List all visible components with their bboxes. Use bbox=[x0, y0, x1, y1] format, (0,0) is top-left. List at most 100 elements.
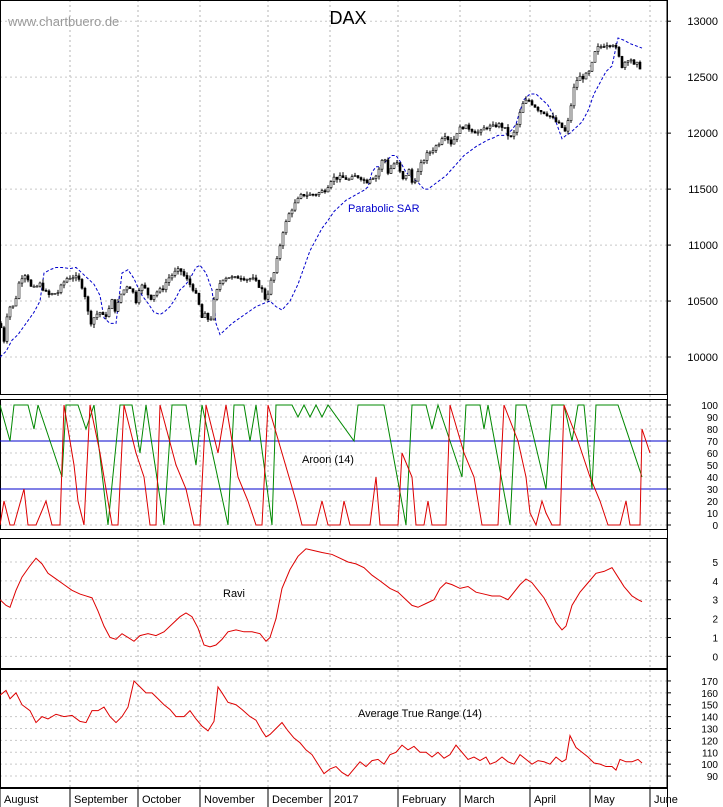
candle-body bbox=[518, 112, 522, 125]
candle-body bbox=[44, 290, 48, 292]
candle-body bbox=[524, 99, 528, 104]
y-tick-label: 140 bbox=[701, 713, 718, 724]
candle-body bbox=[332, 176, 336, 182]
candle-body bbox=[287, 213, 291, 222]
candle-body bbox=[527, 99, 531, 102]
candle-body bbox=[503, 127, 507, 129]
candle-body bbox=[290, 209, 294, 215]
candle-body bbox=[587, 70, 591, 74]
candle-body bbox=[515, 124, 519, 133]
candle-body bbox=[629, 59, 633, 62]
candle-body bbox=[8, 306, 12, 318]
candle-body bbox=[230, 276, 234, 279]
candle-body bbox=[479, 129, 483, 133]
candle-body bbox=[341, 175, 345, 178]
candle-body bbox=[329, 181, 333, 188]
candle-body bbox=[173, 270, 177, 276]
series-line-3-0 bbox=[0, 679, 643, 777]
candle-body bbox=[311, 193, 315, 196]
x-tick-label: June bbox=[654, 794, 678, 806]
candle-body bbox=[383, 159, 387, 162]
candle-body bbox=[113, 299, 117, 312]
y-tick-label: 130 bbox=[701, 725, 718, 736]
candle-body bbox=[407, 169, 411, 176]
candle-body bbox=[401, 170, 405, 180]
y-tick-label: 10000 bbox=[687, 352, 718, 364]
y-tick-label: 5 bbox=[712, 558, 718, 569]
candle-body bbox=[455, 133, 459, 140]
panel-border bbox=[0, 0, 668, 395]
candle-body bbox=[152, 294, 156, 300]
candle-body bbox=[131, 288, 135, 293]
y-tick-label: 4 bbox=[712, 577, 718, 588]
candle-body bbox=[179, 268, 183, 272]
candle-body bbox=[380, 160, 384, 170]
x-tick-label: March bbox=[464, 794, 495, 806]
candle-body bbox=[461, 126, 465, 130]
candle-body bbox=[101, 312, 105, 315]
candle-body bbox=[86, 296, 90, 312]
candle-body bbox=[371, 178, 375, 180]
candle-body bbox=[11, 305, 15, 308]
candle-body bbox=[128, 286, 132, 289]
candle-body bbox=[155, 291, 159, 296]
candle-body bbox=[599, 46, 603, 48]
candle-body bbox=[608, 45, 612, 47]
y-tick-label: 11000 bbox=[688, 240, 718, 252]
candle-body bbox=[617, 47, 621, 57]
candle-body bbox=[203, 312, 207, 319]
candle-body bbox=[554, 117, 558, 123]
y-tick-label: 110 bbox=[702, 748, 718, 759]
candle-body bbox=[95, 313, 99, 319]
ravi-title: Ravi bbox=[223, 588, 245, 600]
candle-body bbox=[326, 187, 330, 193]
candle-body bbox=[569, 105, 573, 121]
chart-title: DAX bbox=[329, 8, 366, 28]
candle-body bbox=[296, 197, 300, 204]
candle-body bbox=[347, 178, 351, 181]
y-tick-label: 90 bbox=[707, 772, 719, 783]
y-tick-label: 70 bbox=[707, 437, 719, 448]
candle-body bbox=[116, 302, 120, 312]
candle-body bbox=[251, 277, 255, 280]
x-tick-label: April bbox=[534, 794, 556, 806]
candle-body bbox=[530, 100, 534, 106]
candle-body bbox=[35, 285, 39, 288]
candle-body bbox=[254, 277, 258, 281]
candle-body bbox=[191, 284, 195, 291]
candle-body bbox=[359, 177, 363, 180]
candle-body bbox=[323, 190, 327, 193]
candle-body bbox=[464, 124, 468, 130]
candle-body bbox=[149, 294, 153, 300]
y-tick-label: 150 bbox=[701, 701, 718, 712]
candle-body bbox=[623, 61, 627, 68]
candle-body bbox=[293, 202, 297, 211]
candle-body bbox=[512, 131, 516, 137]
y-tick-label: 160 bbox=[701, 689, 718, 700]
y-tick-label: 12000 bbox=[687, 128, 718, 140]
y-tick-label: 60 bbox=[707, 449, 719, 460]
candle-body bbox=[302, 193, 306, 197]
candle-body bbox=[638, 61, 642, 70]
candle-body bbox=[17, 282, 21, 299]
candle-body bbox=[242, 278, 246, 281]
candle-body bbox=[404, 175, 408, 180]
candle-body bbox=[596, 46, 600, 52]
y-tick-label: 30 bbox=[707, 485, 719, 496]
y-tick-label: 100 bbox=[701, 401, 718, 412]
series-line-1-0 bbox=[0, 403, 643, 526]
candle-body bbox=[50, 293, 54, 295]
candle-body bbox=[263, 288, 267, 300]
price-candles-series bbox=[0, 42, 642, 344]
candle-body bbox=[23, 275, 27, 280]
candle-body bbox=[335, 176, 339, 180]
atr-title: Average True Range (14) bbox=[358, 708, 482, 720]
candle-body bbox=[164, 282, 168, 290]
y-tick-label: 100 bbox=[701, 760, 718, 771]
candle-body bbox=[233, 276, 237, 278]
candle-body bbox=[593, 51, 597, 63]
candle-body bbox=[176, 268, 180, 272]
candle-body bbox=[167, 277, 171, 283]
candle-body bbox=[188, 278, 192, 285]
